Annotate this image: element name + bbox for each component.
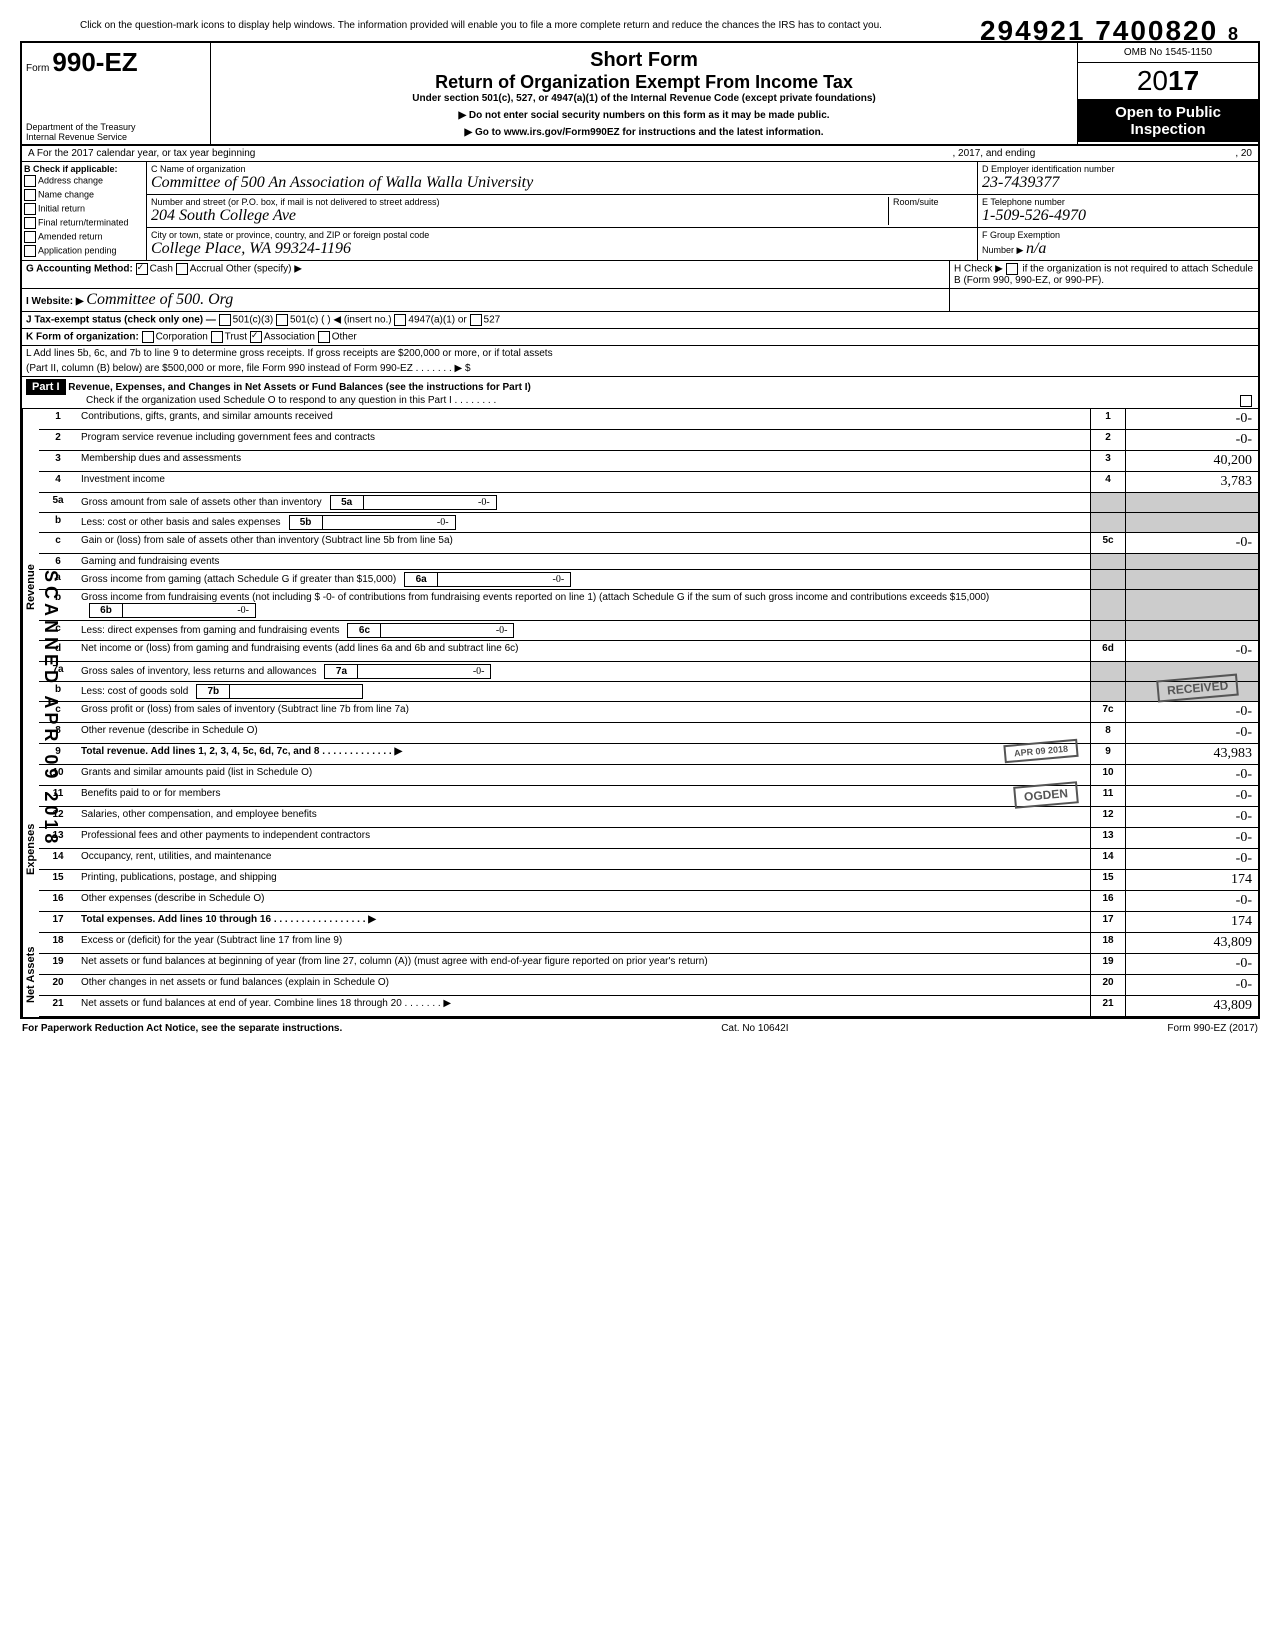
row-h-label: H Check ▶ xyxy=(954,264,1003,275)
tax-year: 2017 xyxy=(1078,63,1258,100)
section-c-label: C Name of organization xyxy=(151,164,246,174)
check-501c[interactable] xyxy=(276,314,288,326)
row-a-mid: , 2017, and ending xyxy=(952,148,1035,159)
group-value: n/a xyxy=(1026,240,1046,257)
dept-treasury: Department of the Treasury xyxy=(26,122,136,132)
subtitle: Under section 501(c), 527, or 4947(a)(1)… xyxy=(217,93,1071,104)
open-public-2: Inspection xyxy=(1082,121,1254,138)
check-trust[interactable] xyxy=(211,331,223,343)
dept-irs: Internal Revenue Service xyxy=(26,132,136,142)
check-address[interactable] xyxy=(24,175,36,187)
section-b-header: B Check if applicable: xyxy=(24,164,144,174)
ogden-stamp: OGDEN xyxy=(1013,781,1079,808)
part1-label: Part I xyxy=(26,379,66,395)
row-g-label: G Accounting Method: xyxy=(26,264,133,275)
part1-check: Check if the organization used Schedule … xyxy=(86,395,496,406)
footer-mid: Cat. No 10642I xyxy=(721,1023,788,1034)
org-name: Committee of 500 An Association of Walla… xyxy=(151,174,533,191)
part1-title: Revenue, Expenses, and Changes in Net As… xyxy=(68,382,531,393)
open-public-1: Open to Public xyxy=(1082,104,1254,121)
check-cash[interactable] xyxy=(136,263,148,275)
row-j-label: J Tax-exempt status (check only one) — xyxy=(26,315,216,326)
phone-label: E Telephone number xyxy=(982,197,1065,207)
addr-label: Number and street (or P.O. box, if mail … xyxy=(151,197,439,207)
return-title: Return of Organization Exempt From Incom… xyxy=(217,72,1071,93)
form-prefix: Form xyxy=(26,63,49,74)
check-name[interactable] xyxy=(24,189,36,201)
check-4947[interactable] xyxy=(394,314,406,326)
check-other-org[interactable] xyxy=(318,331,330,343)
check-assoc[interactable] xyxy=(250,331,262,343)
check-501c3[interactable] xyxy=(219,314,231,326)
row-i-label: I Website: ▶ xyxy=(26,296,84,307)
check-amended[interactable] xyxy=(24,231,36,243)
footer-left: For Paperwork Reduction Act Notice, see … xyxy=(22,1023,342,1034)
group-label: F Group Exemption xyxy=(982,230,1060,240)
city-label: City or town, state or province, country… xyxy=(151,230,429,240)
check-schedule-o[interactable] xyxy=(1240,395,1252,407)
short-form-title: Short Form xyxy=(217,49,1071,72)
check-initial[interactable] xyxy=(24,203,36,215)
footer-right: Form 990-EZ (2017) xyxy=(1167,1023,1258,1034)
ssn-warning: ▶ Do not enter social security numbers o… xyxy=(217,110,1071,121)
org-city: College Place, WA 99324-1196 xyxy=(151,240,351,257)
check-accrual[interactable] xyxy=(176,263,188,275)
org-address: 204 South College Ave xyxy=(151,207,296,224)
group-label2: Number ▶ xyxy=(982,245,1023,255)
check-pending[interactable] xyxy=(24,245,36,257)
doc-number: 294921 7400820 8 xyxy=(980,15,1240,47)
form-number: 990-EZ xyxy=(52,47,137,77)
netassets-label: Net Assets xyxy=(22,933,39,1017)
phone-value: 1-509-526-4970 xyxy=(982,207,1086,224)
revenue-label: Revenue xyxy=(22,409,39,765)
expenses-label: Expenses xyxy=(22,765,39,933)
website-value: Committee of 500. Org xyxy=(86,291,233,308)
ein-value: 23-7439377 xyxy=(982,174,1059,191)
check-final[interactable] xyxy=(24,217,36,229)
check-schedule-b[interactable] xyxy=(1006,263,1018,275)
row-l-text1: L Add lines 5b, 6c, and 7b to line 9 to … xyxy=(22,346,1258,361)
goto-link: ▶ Go to www.irs.gov/Form990EZ for instru… xyxy=(217,127,1071,138)
check-527[interactable] xyxy=(470,314,482,326)
row-l-text2: (Part II, column (B) below) are $500,000… xyxy=(22,361,1258,376)
row-k-label: K Form of organization: xyxy=(26,332,139,343)
row-a-label: A For the 2017 calendar year, or tax yea… xyxy=(28,148,255,159)
room-label: Room/suite xyxy=(893,197,939,207)
scanned-stamp: SCANNED APR 09 2018 xyxy=(40,570,61,847)
ein-label: D Employer identification number xyxy=(982,164,1115,174)
row-a-end: , 20 xyxy=(1235,148,1252,159)
check-corp[interactable] xyxy=(142,331,154,343)
